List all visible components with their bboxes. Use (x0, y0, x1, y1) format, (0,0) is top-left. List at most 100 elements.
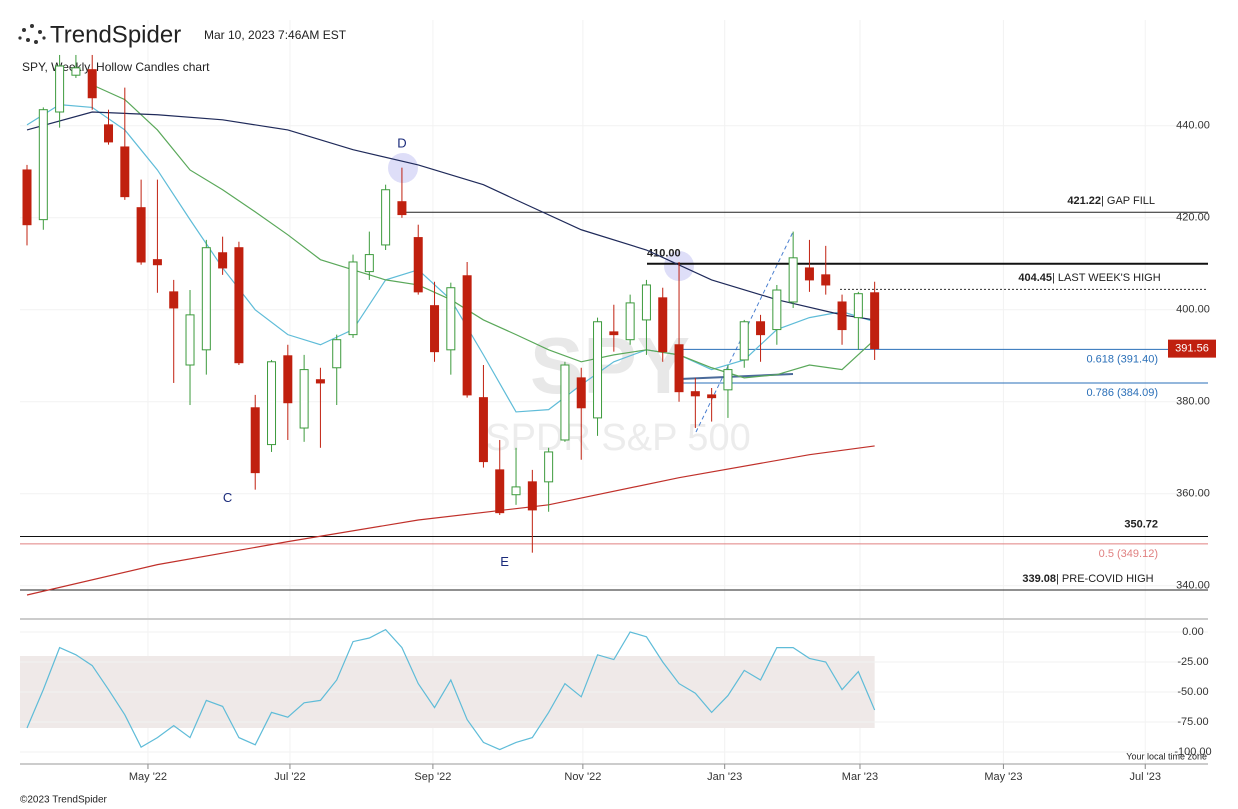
candle-body (22, 169, 32, 226)
y-tick-label: -75.00 (1177, 716, 1208, 728)
brand: TrendSpider (50, 21, 181, 48)
candle-body (315, 379, 325, 384)
candle-body (104, 124, 114, 143)
candle-body (348, 261, 358, 336)
timestamp: Mar 10, 2023 7:46AM EST (204, 28, 347, 42)
y-tick-label: 420.00 (1176, 212, 1210, 224)
x-tick-label: Jan '23 (707, 771, 742, 783)
candle-body (853, 293, 863, 319)
y-tick-label: 340.00 (1176, 580, 1210, 592)
chart-title: SPY, Weekly, Hollow Candles chart (22, 60, 210, 74)
y-tick-label: 0.00 (1182, 626, 1203, 638)
candle-body (707, 394, 717, 399)
candle-body (837, 301, 847, 331)
moving-average-line (91, 84, 876, 379)
candle-body (169, 291, 179, 309)
candle-body (593, 321, 603, 419)
candle-body (625, 302, 635, 341)
annotation: E (500, 554, 509, 569)
price-tag (1168, 339, 1216, 358)
trend-line (695, 231, 794, 433)
level-value: 339.08 (1022, 573, 1056, 585)
candle-body (185, 314, 195, 366)
candle-body (511, 486, 521, 496)
candle-body (690, 391, 700, 397)
price-tag-label: 391.56 (1175, 343, 1209, 355)
annotation: C (223, 490, 232, 505)
level-label: | PRE-COVID HIGH (1056, 573, 1154, 585)
x-tick-label: Jul '23 (1130, 771, 1161, 783)
candle-body (299, 369, 309, 429)
x-tick-label: May '23 (984, 771, 1022, 783)
level-value: 421.22 (1067, 195, 1101, 207)
candle-body (527, 481, 537, 511)
watermark-name: SPDR S&P 500 (485, 417, 750, 459)
x-tick-label: May '22 (129, 771, 167, 783)
candle-body (641, 284, 651, 321)
timezone-note: Your local time zone (1126, 751, 1207, 761)
candle-body (788, 257, 798, 303)
y-tick-label: -50.00 (1177, 686, 1208, 698)
candle-body (560, 364, 570, 441)
x-tick-label: Jul '22 (274, 771, 305, 783)
candle-body (234, 247, 244, 364)
candle-body (136, 207, 146, 263)
oscillator-line (26, 628, 876, 751)
candle-body (430, 305, 440, 353)
x-tick-label: Sep '22 (414, 771, 451, 783)
candle-body (71, 67, 81, 76)
candle-body (462, 275, 472, 396)
candle-body (250, 407, 260, 474)
candle-body (332, 339, 342, 369)
candle-body (413, 237, 423, 293)
candle-body (283, 355, 293, 404)
candle-body (446, 287, 456, 351)
level-label: 0.618 (391.40) (1086, 353, 1158, 365)
candle-body (756, 321, 766, 336)
level-label: | GAP FILL (1101, 195, 1155, 207)
candle-body (739, 321, 749, 361)
annotation: D (397, 136, 406, 151)
candle-body (674, 344, 684, 393)
highlight-circle (388, 153, 418, 183)
candle-body (267, 361, 277, 446)
candle-body (152, 259, 162, 266)
moving-average-line (26, 111, 875, 321)
copyright: ©2023 TrendSpider (20, 795, 108, 806)
candle-body (870, 292, 880, 350)
level-value: 350.72 (1124, 518, 1158, 530)
logo-icon (18, 24, 46, 44)
level-label: 0.5 (349.12) (1099, 548, 1158, 560)
level-value: 410.00 (647, 248, 681, 260)
candle-body (364, 254, 374, 273)
level-label: 0.786 (384.09) (1086, 387, 1158, 399)
candle-body (397, 201, 407, 216)
candle-body (38, 109, 48, 221)
y-tick-label: 360.00 (1176, 488, 1210, 500)
y-tick-label: 440.00 (1176, 120, 1210, 132)
candle-body (120, 146, 130, 198)
candle-body (821, 274, 831, 286)
candle-body (576, 377, 586, 409)
candle-body (495, 469, 505, 514)
y-tick-label: 400.00 (1176, 304, 1210, 316)
candle-body (381, 189, 391, 246)
candle-body (609, 331, 619, 336)
candle-body (218, 252, 228, 269)
candle-body (87, 69, 97, 99)
candle-body (804, 267, 814, 281)
candle-body (478, 397, 488, 463)
moving-average-line (26, 445, 875, 596)
candle-body (544, 451, 554, 483)
y-tick-label: -100.00 (1174, 746, 1211, 758)
candle-body (55, 65, 65, 113)
candle-body (658, 297, 668, 353)
y-tick-label: 380.00 (1176, 396, 1210, 408)
background-layer (20, 20, 1208, 764)
x-tick-label: Mar '23 (842, 771, 878, 783)
candle-body (772, 289, 782, 331)
level-value: 404.45 (1018, 272, 1052, 284)
y-tick-label: -25.00 (1177, 656, 1208, 668)
candle-body (723, 369, 733, 391)
